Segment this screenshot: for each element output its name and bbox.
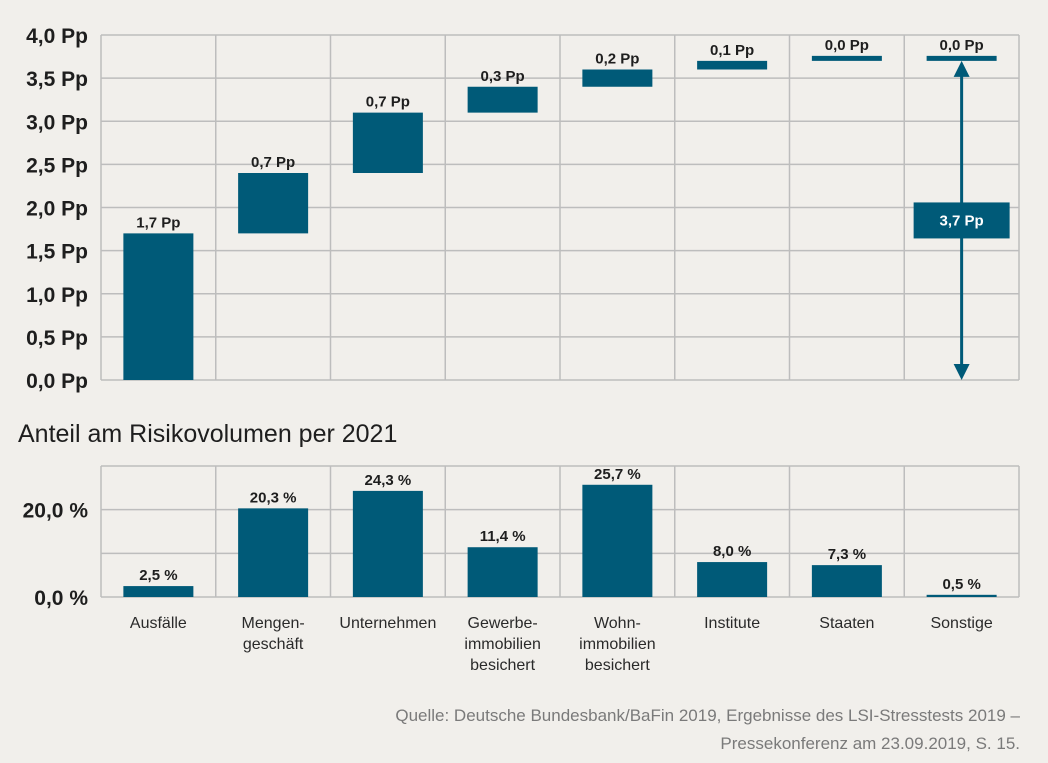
category-label: Sonstige [930, 615, 992, 632]
top-data-label: 0,7 Pp [251, 154, 295, 171]
total-arrow-head-up [953, 60, 970, 77]
bottom-data-label: 24,3 % [365, 472, 412, 489]
category-label: geschäft [243, 636, 304, 653]
category-label: Gewerbe- [468, 615, 538, 632]
category-label: Ausfälle [130, 615, 187, 632]
top-y-tick-label: 1,0 Pp [26, 284, 88, 307]
top-data-label: 0,1 Pp [710, 42, 754, 59]
category-label: besichert [585, 657, 650, 674]
top-y-tick-label: 4,0 Pp [26, 25, 88, 48]
top-y-tick-label: 0,0 Pp [26, 370, 88, 393]
bottom-bar-Mengengeschäft [238, 508, 309, 597]
top-data-label: 0,7 Pp [366, 94, 410, 111]
bottom-bar-Wohnimmobilien besichert [582, 484, 653, 597]
chart-figure: 0,0 Pp 0,5 Pp 1,0 Pp 1,5 Pp 2,0 Pp 2,5 Pp 3,0 … [23, 25, 1020, 674]
top-bar-Staaten [811, 55, 882, 61]
top-data-label: 0,2 Pp [595, 51, 639, 68]
bottom-data-label: 0,5 % [942, 576, 980, 593]
category-label: immobilien [579, 636, 655, 653]
bottom-bar-Unternehmen [352, 490, 423, 597]
top-y-tick-label: 3,5 Pp [26, 68, 88, 91]
top-y-tick-label: 0,5 Pp [26, 327, 88, 350]
total-label: 3,7 Pp [940, 212, 984, 229]
bottom-y-tick-label: 0,0 % [34, 587, 88, 610]
top-data-label: 1,7 Pp [136, 214, 180, 231]
category-label: Institute [704, 615, 760, 632]
category-label: Staaten [819, 615, 874, 632]
bottom-bar-Staaten [811, 565, 882, 597]
category-label: immobilien [464, 636, 540, 653]
bottom-bar-Ausfälle [123, 586, 194, 597]
category-label: Wohn- [594, 615, 641, 632]
bottom-bar-Sonstige [926, 594, 997, 597]
top-y-tick-label: 2,0 Pp [26, 198, 88, 221]
bottom-bar-Institute [697, 562, 768, 597]
bottom-bar-Gewerbeimmobilien besichert [467, 547, 538, 597]
top-data-label: 0,3 Pp [481, 68, 525, 85]
bottom-data-label: 11,4 % [480, 528, 526, 545]
category-label: Unternehmen [339, 615, 436, 632]
bottom-data-label: 2,5 % [139, 567, 177, 584]
top-y-tick-label: 3,0 Pp [26, 111, 88, 134]
top-bar-Gewerbeimmobilien besichert [467, 86, 538, 113]
source-line-2: Pressekonferenz am 23.09.2019, S. 15. [720, 734, 1020, 753]
top-bar-Wohnimmobilien besichert [582, 69, 653, 87]
bottom-data-label: 25,7 % [594, 466, 641, 483]
bottom-data-label: 7,3 % [828, 546, 866, 563]
category-label: besichert [470, 657, 535, 674]
top-bar-Ausfälle [123, 233, 194, 380]
top-bar-Unternehmen [352, 112, 423, 173]
top-data-label: 0,0 Pp [825, 37, 869, 54]
top-y-tick-label: 1,5 Pp [26, 241, 88, 264]
source-note: Quelle: Deutsche Bundesbank/BaFin 2019, … [220, 702, 1020, 758]
top-y-tick-label: 2,5 Pp [26, 154, 88, 177]
bottom-y-tick-label: 20,0 % [23, 500, 89, 523]
total-arrow-head-down [953, 364, 970, 380]
top-bar-Mengengeschäft [238, 173, 309, 234]
top-bar-Sonstige [926, 55, 997, 61]
bottom-data-label: 20,3 % [250, 489, 297, 506]
source-line-1: Quelle: Deutsche Bundesbank/BaFin 2019, … [395, 706, 1020, 725]
bottom-chart-title: Anteil am Risikovolumen per 2021 [18, 420, 398, 448]
category-label: Mengen- [242, 615, 305, 632]
total-label-box [913, 202, 1010, 239]
top-data-label: 0,0 Pp [940, 37, 984, 54]
bottom-data-label: 8,0 % [713, 543, 751, 560]
top-bar-Institute [697, 60, 768, 70]
